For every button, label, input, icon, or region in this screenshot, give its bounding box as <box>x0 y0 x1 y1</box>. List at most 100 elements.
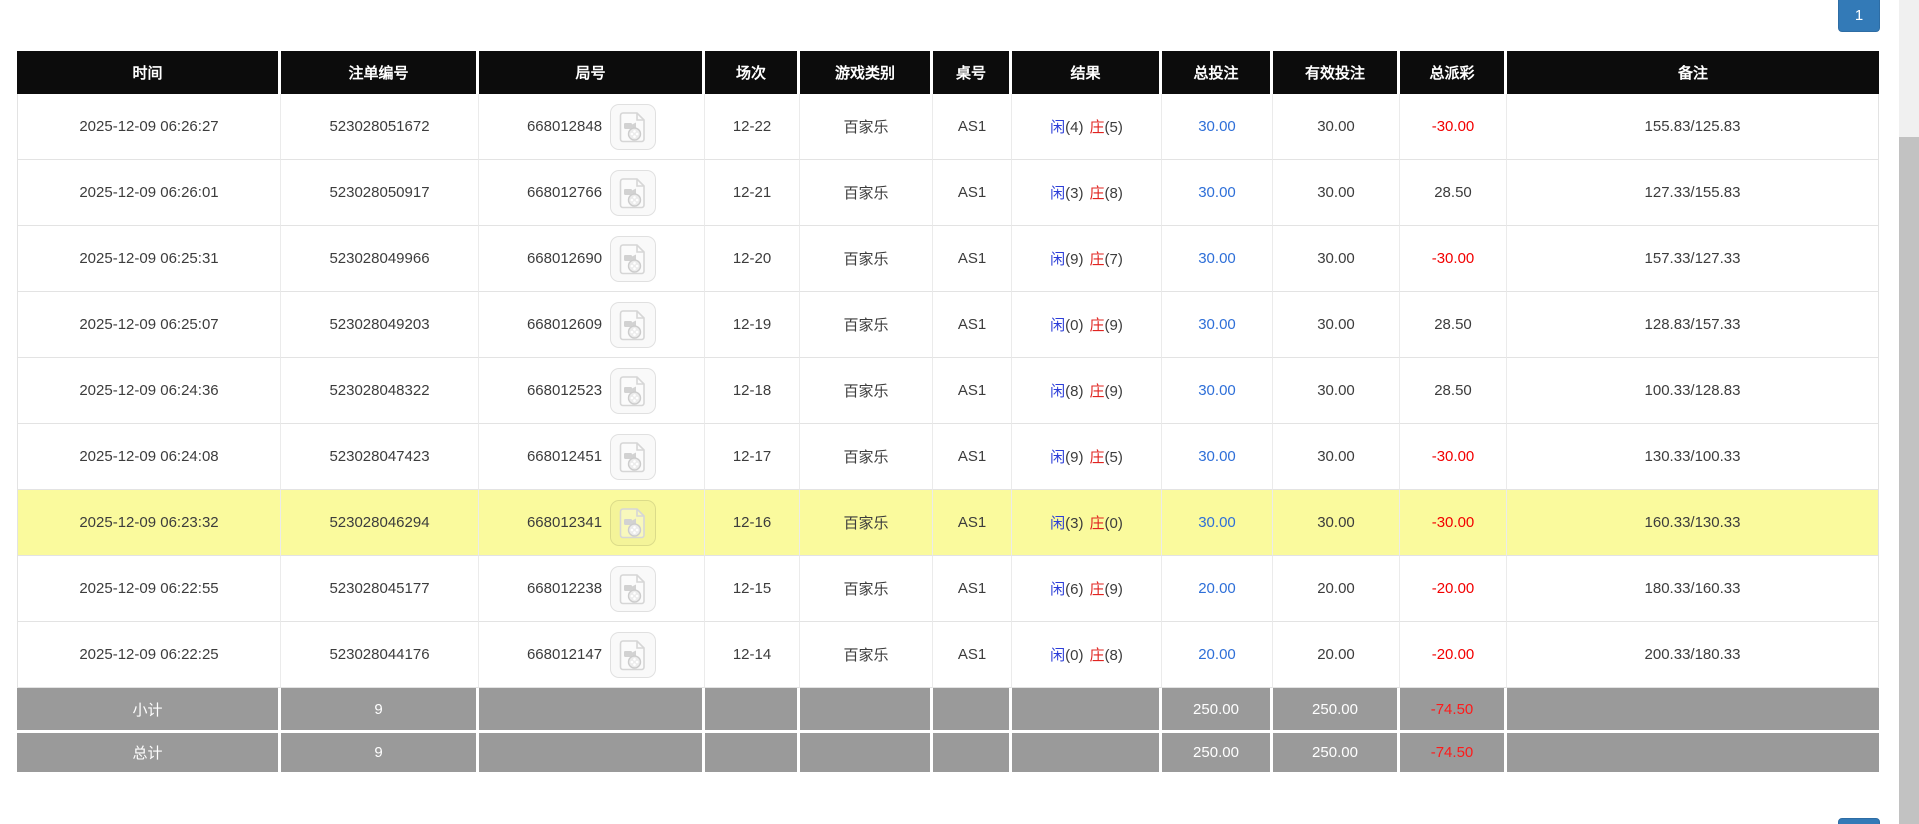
table-row: 2025-12-09 06:24:08 523028047423 6680124… <box>17 424 1879 490</box>
cell-valid-bet: 30.00 <box>1273 226 1400 292</box>
cell-total-bet: 30.00 <box>1162 292 1273 358</box>
video-replay-button[interactable] <box>610 169 657 216</box>
video-replay-button[interactable] <box>610 631 657 678</box>
total-bet-link[interactable]: 30.00 <box>1198 250 1236 267</box>
total-bet-link[interactable]: 30.00 <box>1198 316 1236 333</box>
cell-time: 2025-12-09 06:24:08 <box>17 424 281 490</box>
header-round: 局号 <box>479 51 705 94</box>
cell-game-type: 百家乐 <box>800 358 933 424</box>
bet-records-table: 时间 注单编号 局号 场次 游戏类别 桌号 结果 总投注 有效投注 总派彩 备注… <box>17 51 1879 772</box>
cell-remark: 200.33/180.33 <box>1507 622 1879 688</box>
table-row: 2025-12-09 06:25:07 523028049203 6680126… <box>17 292 1879 358</box>
video-replay-icon <box>619 375 645 406</box>
pagination-page-1-top[interactable]: 1 <box>1838 0 1880 32</box>
result-banker-label: 庄 <box>1089 581 1105 598</box>
cell-round: 668012451 <box>479 424 705 490</box>
result-player-score: (0) <box>1065 317 1084 334</box>
cell-round: 668012341 <box>479 490 705 556</box>
total-bet-link[interactable]: 30.00 <box>1198 118 1236 135</box>
result-banker-label: 庄 <box>1089 251 1105 268</box>
total-bet-link[interactable]: 20.00 <box>1198 646 1236 663</box>
video-replay-button[interactable] <box>610 433 657 480</box>
video-replay-button[interactable] <box>610 235 657 282</box>
cell-table-no: AS1 <box>933 358 1012 424</box>
cell-result: 闲(0) 庄(9) <box>1012 292 1162 358</box>
video-replay-button[interactable] <box>610 499 657 546</box>
video-replay-button[interactable] <box>610 301 657 348</box>
table-row: 2025-12-09 06:26:27 523028051672 6680128… <box>17 94 1879 160</box>
cell-total-bet: 30.00 <box>1162 358 1273 424</box>
cell-session: 12-15 <box>705 556 800 622</box>
result-banker-score: (5) <box>1104 449 1123 466</box>
total-bet-link[interactable]: 30.00 <box>1198 448 1236 465</box>
cell-bet-id: 523028049966 <box>281 226 479 292</box>
total-bet-link[interactable]: 30.00 <box>1198 514 1236 531</box>
cell-session: 12-21 <box>705 160 800 226</box>
cell-result: 闲(0) 庄(8) <box>1012 622 1162 688</box>
round-number: 668012766 <box>526 184 603 201</box>
result-player-score: (0) <box>1065 647 1084 664</box>
scrollbar-thumb[interactable] <box>1899 137 1919 824</box>
table-row: 2025-12-09 06:23:32 523028046294 6680123… <box>17 490 1879 556</box>
total-bet-link[interactable]: 20.00 <box>1198 580 1236 597</box>
video-replay-button[interactable] <box>610 565 657 612</box>
cell-session: 12-14 <box>705 622 800 688</box>
cell-session: 12-19 <box>705 292 800 358</box>
result-banker-score: (9) <box>1104 383 1123 400</box>
bet-records-table-wrap: 时间 注单编号 局号 场次 游戏类别 桌号 结果 总投注 有效投注 总派彩 备注… <box>17 51 1879 772</box>
payout-amount: -30.00 <box>1431 514 1475 531</box>
round-number: 668012848 <box>526 118 603 135</box>
header-result: 结果 <box>1012 51 1162 94</box>
round-number: 668012147 <box>526 646 603 663</box>
summary-count: 9 <box>281 730 479 772</box>
cell-round: 668012609 <box>479 292 705 358</box>
video-replay-icon <box>619 507 645 538</box>
round-number: 668012609 <box>526 316 603 333</box>
cell-table-no: AS1 <box>933 226 1012 292</box>
cell-remark: 100.33/128.83 <box>1507 358 1879 424</box>
result-player-label: 闲 <box>1050 119 1066 136</box>
result-player-label: 闲 <box>1050 581 1066 598</box>
cell-total-bet: 20.00 <box>1162 622 1273 688</box>
cell-total-bet: 30.00 <box>1162 424 1273 490</box>
summary-total-bet: 250.00 <box>1162 688 1273 730</box>
header-session: 场次 <box>705 51 800 94</box>
payout-amount: -20.00 <box>1431 646 1475 663</box>
result-player-label: 闲 <box>1050 251 1066 268</box>
cell-remark: 180.33/160.33 <box>1507 556 1879 622</box>
payout-amount: 28.50 <box>1434 316 1472 333</box>
cell-result: 闲(9) 庄(7) <box>1012 226 1162 292</box>
result-banker-label: 庄 <box>1089 119 1105 136</box>
cell-session: 12-22 <box>705 94 800 160</box>
cell-session: 12-16 <box>705 490 800 556</box>
result-player-label: 闲 <box>1050 647 1066 664</box>
cell-round: 668012238 <box>479 556 705 622</box>
cell-result: 闲(3) 庄(8) <box>1012 160 1162 226</box>
cell-total-bet: 20.00 <box>1162 556 1273 622</box>
result-banker-score: (0) <box>1104 515 1123 532</box>
summary-valid-bet: 250.00 <box>1273 688 1400 730</box>
header-remark: 备注 <box>1507 51 1879 94</box>
pagination-page-1-bottom[interactable]: 1 <box>1838 818 1880 824</box>
video-replay-button[interactable] <box>610 103 657 150</box>
total-bet-link[interactable]: 30.00 <box>1198 184 1236 201</box>
total-bet-link[interactable]: 30.00 <box>1198 382 1236 399</box>
cell-payout: -20.00 <box>1400 556 1507 622</box>
cell-table-no: AS1 <box>933 490 1012 556</box>
video-replay-icon <box>619 639 645 670</box>
cell-payout: 28.50 <box>1400 292 1507 358</box>
header-total-bet: 总投注 <box>1162 51 1273 94</box>
cell-payout: -30.00 <box>1400 226 1507 292</box>
header-bet-id: 注单编号 <box>281 51 479 94</box>
video-replay-button[interactable] <box>610 367 657 414</box>
result-player-label: 闲 <box>1050 515 1066 532</box>
table-row: 2025-12-09 06:22:25 523028044176 6680121… <box>17 622 1879 688</box>
cell-bet-id: 523028047423 <box>281 424 479 490</box>
cell-remark: 157.33/127.33 <box>1507 226 1879 292</box>
summary-row: 总计 9 250.00 250.00 -74.50 <box>17 730 1879 772</box>
result-banker-label: 庄 <box>1089 317 1105 334</box>
cell-time: 2025-12-09 06:26:01 <box>17 160 281 226</box>
cell-result: 闲(9) 庄(5) <box>1012 424 1162 490</box>
cell-bet-id: 523028046294 <box>281 490 479 556</box>
